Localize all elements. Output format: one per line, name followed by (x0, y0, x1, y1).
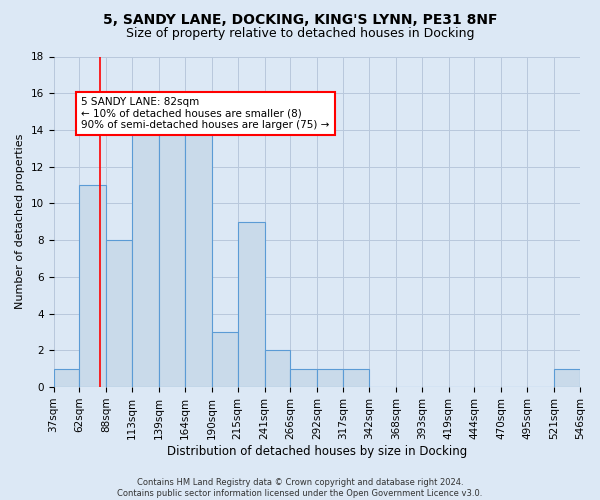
Bar (79, 185, 106, 387)
Bar (106, 240, 132, 387)
Bar (343, 368, 369, 387)
Bar (554, 368, 580, 387)
Text: 5, SANDY LANE, DOCKING, KING'S LYNN, PE31 8NF: 5, SANDY LANE, DOCKING, KING'S LYNN, PE3… (103, 12, 497, 26)
Text: 5 SANDY LANE: 82sqm
← 10% of detached houses are smaller (8)
90% of semi-detache: 5 SANDY LANE: 82sqm ← 10% of detached ho… (82, 97, 330, 130)
Bar (212, 332, 238, 387)
X-axis label: Distribution of detached houses by size in Docking: Distribution of detached houses by size … (167, 444, 467, 458)
Bar (185, 112, 212, 387)
Bar (317, 368, 343, 387)
Bar (159, 112, 185, 387)
Bar (132, 112, 159, 387)
Bar (290, 368, 317, 387)
Bar (53, 368, 79, 387)
Bar (265, 350, 290, 387)
Text: Size of property relative to detached houses in Docking: Size of property relative to detached ho… (126, 28, 474, 40)
Bar (238, 222, 265, 387)
Y-axis label: Number of detached properties: Number of detached properties (15, 134, 25, 310)
Text: Contains HM Land Registry data © Crown copyright and database right 2024.
Contai: Contains HM Land Registry data © Crown c… (118, 478, 482, 498)
